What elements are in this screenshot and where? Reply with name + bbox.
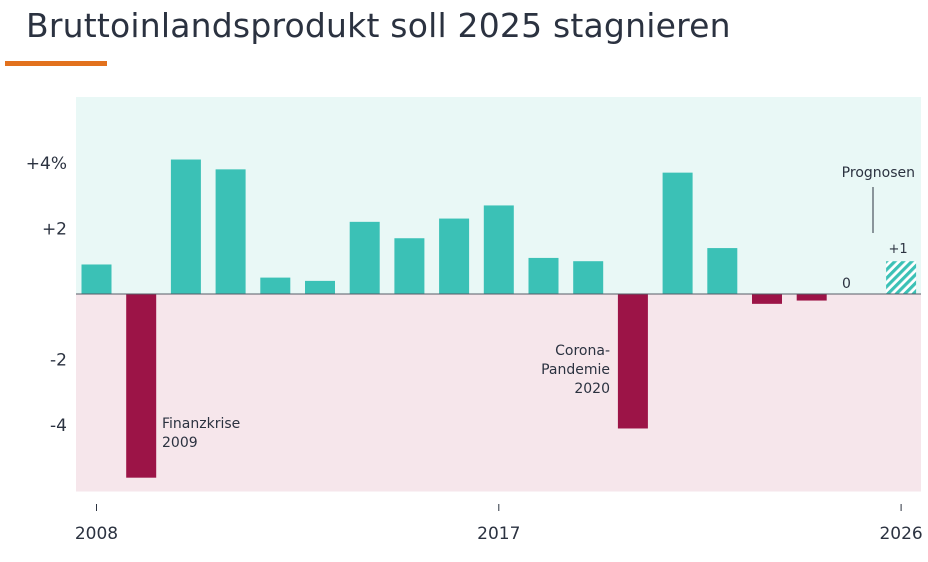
- bar-2020: [617, 294, 648, 429]
- bar-2015: [394, 238, 425, 294]
- bar-2024: [796, 294, 827, 301]
- bar-2008: [81, 264, 112, 294]
- bar-2010: [170, 159, 201, 294]
- bar-2026: [886, 261, 917, 294]
- data-label-2025: 0: [842, 276, 851, 292]
- bar-2019: [573, 261, 604, 294]
- bar-2023: [752, 294, 782, 304]
- y-tick-label: -4: [50, 416, 67, 436]
- chart-title: Bruttoinlandsprodukt soll 2025 stagniere…: [26, 6, 731, 45]
- bar-2018: [528, 257, 559, 294]
- y-tick-label: +4%: [26, 154, 67, 174]
- x-tick-label: 2026: [879, 524, 922, 544]
- bar-2009: [126, 294, 157, 478]
- data-label-2026: +1: [889, 242, 908, 257]
- annotation-corona-line2: Pandemie: [541, 362, 610, 378]
- bar-2011: [215, 169, 246, 294]
- annotation-prognosen: Prognosen: [842, 165, 915, 181]
- annotation-corona-line1: Corona-: [555, 343, 610, 359]
- bar-2022: [707, 248, 738, 294]
- bar-2016: [439, 218, 470, 294]
- bar-2017: [483, 205, 514, 294]
- x-tick-label: 2017: [477, 524, 520, 544]
- bar-2014: [349, 221, 380, 294]
- negative-region-background: [76, 294, 921, 492]
- annotation-corona-line3: 2020: [574, 381, 610, 397]
- bar-2013: [305, 280, 335, 294]
- annotation-finanzkrise-line1: Finanzkrise: [162, 416, 240, 432]
- title-accent-rule: [5, 61, 107, 66]
- y-tick-label: +2: [42, 219, 67, 239]
- annotation-finanzkrise-line2: 2009: [162, 435, 198, 451]
- x-tick-label: 2008: [75, 524, 118, 544]
- y-tick-label: -2: [50, 351, 67, 371]
- bar-2021: [662, 172, 693, 294]
- bar-2012: [260, 277, 291, 294]
